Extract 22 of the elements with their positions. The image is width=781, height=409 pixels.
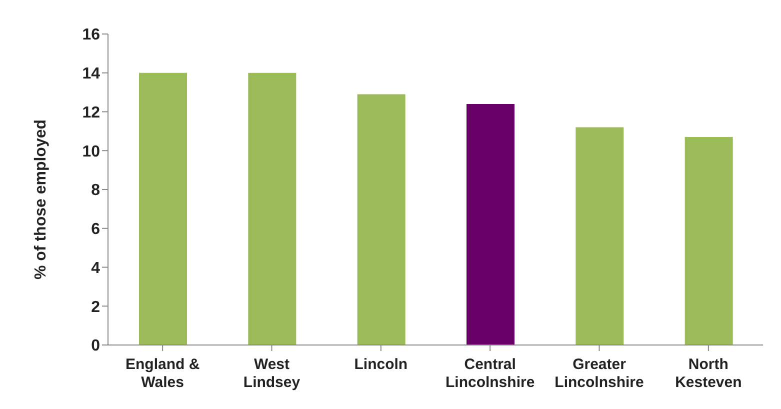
x-tick-label: England & Wales: [125, 356, 200, 391]
y-tick-label: 14: [82, 66, 100, 83]
bar: [684, 137, 733, 345]
bar: [357, 94, 406, 345]
y-axis-title: % of those employed: [32, 119, 50, 280]
x-tick-label: Lincoln: [354, 356, 408, 373]
x-tick-label: West Lindsey: [243, 356, 301, 391]
y-tick-label: 12: [82, 104, 100, 122]
y-tick-label: 10: [82, 143, 100, 160]
bar: [248, 72, 296, 345]
y-tick-label: 4: [91, 260, 100, 277]
x-tick-label: Greater Lincolnshire: [554, 356, 644, 391]
y-tick-label: 8: [91, 182, 100, 200]
y-tick-label: 0: [91, 338, 100, 355]
x-tick-label: North Kesteven: [675, 356, 742, 391]
y-tick-label: 6: [91, 221, 100, 238]
bar: [466, 104, 514, 345]
bar: [139, 72, 187, 345]
bar: [576, 127, 624, 345]
x-tick-label: Central Lincolnshire: [445, 356, 535, 391]
y-tick-label: 16: [82, 26, 100, 44]
y-tick-label: 2: [91, 298, 100, 316]
